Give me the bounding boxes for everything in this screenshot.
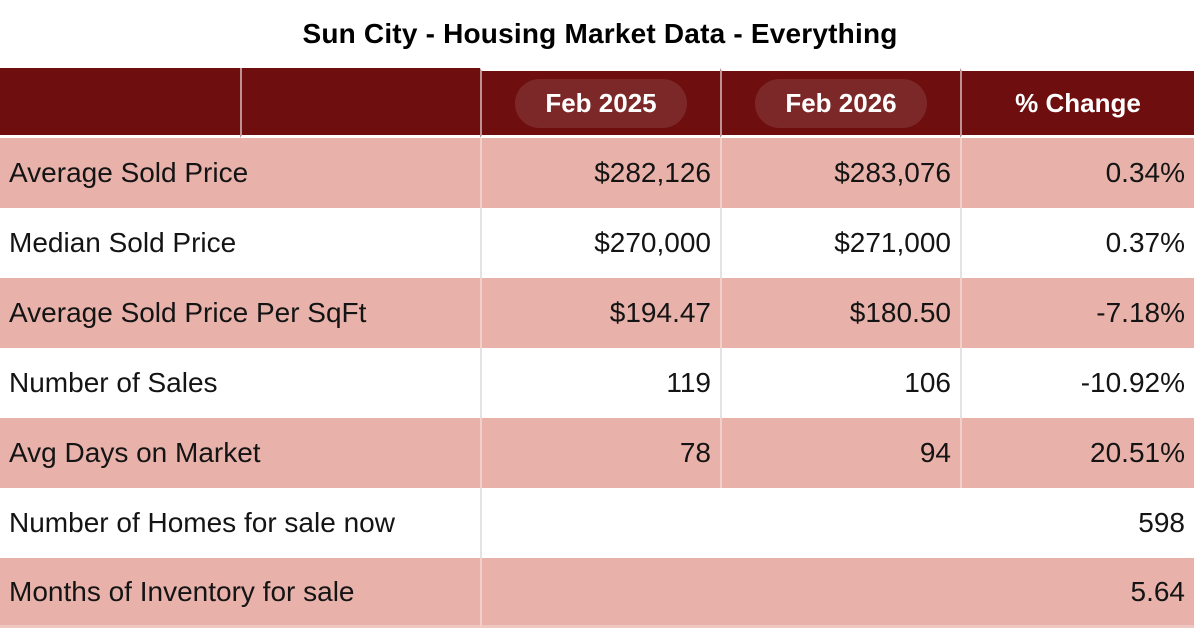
number-of-sales-feb-2026-value: 106 (720, 348, 960, 418)
median-sold-price-pct-change-value: 0.37% (960, 208, 1194, 278)
avg-days-on-market-label: Avg Days on Market (0, 418, 480, 488)
median-sold-price-feb-2025-value: $270,000 (480, 208, 720, 278)
avg-sold-price-label: Average Sold Price (0, 138, 480, 208)
header-blank-cell-1 (0, 68, 240, 138)
header-pill-feb-2025: Feb 2025 (515, 78, 687, 128)
months-of-inventory-value: 5.64 (480, 558, 1194, 628)
header-pill-feb-2026: Feb 2026 (755, 78, 927, 128)
avg-price-per-sqft-feb-2025-value: $194.47 (480, 278, 720, 348)
housing-data-table: Feb 2025 Feb 2026 % Change Average Sold … (0, 68, 1194, 628)
number-of-sales-feb-2025-value: 119 (480, 348, 720, 418)
header-feb-2026: Feb 2026 (720, 68, 960, 138)
avg-days-on-market-feb-2026-value: 94 (720, 418, 960, 488)
header-pct-change-label: % Change (1015, 87, 1141, 118)
avg-days-on-market-feb-2025-value: 78 (480, 418, 720, 488)
header-pct-change: % Change (960, 68, 1194, 138)
number-of-sales-label: Number of Sales (0, 348, 480, 418)
median-sold-price-label: Median Sold Price (0, 208, 480, 278)
avg-days-on-market-pct-change-value: 20.51% (960, 418, 1194, 488)
avg-sold-price-feb-2025-value: $282,126 (480, 138, 720, 208)
months-of-inventory-label: Months of Inventory for sale (0, 558, 480, 628)
median-sold-price-feb-2026-value: $271,000 (720, 208, 960, 278)
homes-for-sale-now-value: 598 (480, 488, 1194, 558)
avg-sold-price-feb-2026-value: $283,076 (720, 138, 960, 208)
avg-price-per-sqft-feb-2026-value: $180.50 (720, 278, 960, 348)
avg-price-per-sqft-pct-change-value: -7.18% (960, 278, 1194, 348)
header-feb-2025: Feb 2025 (480, 68, 720, 138)
avg-price-per-sqft-label: Average Sold Price Per SqFt (0, 278, 480, 348)
number-of-sales-pct-change-value: -10.92% (960, 348, 1194, 418)
homes-for-sale-now-label: Number of Homes for sale now (0, 488, 480, 558)
header-blank-cell-2 (240, 68, 480, 138)
page-title: Sun City - Housing Market Data - Everyth… (302, 18, 898, 49)
avg-sold-price-pct-change-value: 0.34% (960, 138, 1194, 208)
